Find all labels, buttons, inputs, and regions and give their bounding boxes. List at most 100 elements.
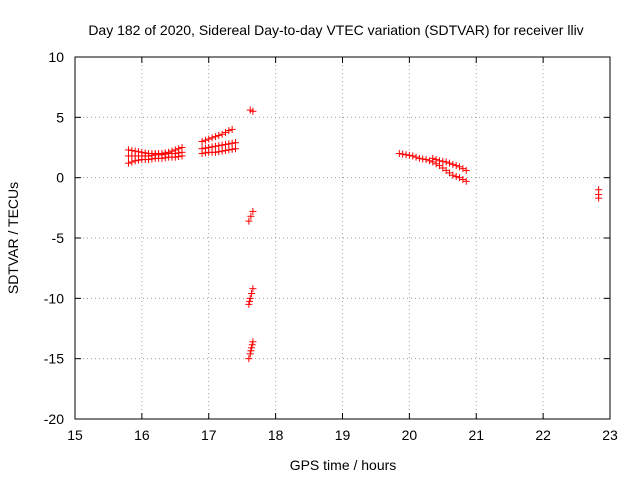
data-point (198, 137, 206, 145)
data-point (402, 151, 410, 159)
series-arc-17h-drop-c (245, 338, 257, 363)
data-point (161, 154, 169, 162)
data-point (449, 171, 457, 179)
data-point (225, 140, 233, 148)
data-point (439, 157, 447, 165)
data-point (247, 212, 255, 220)
y-tick-label: -20 (44, 411, 64, 427)
chart-title: Day 182 of 2020, Sidereal Day-to-day VTE… (88, 22, 583, 38)
data-point (135, 156, 143, 164)
y-tick-label: -5 (52, 230, 65, 246)
series-arc-17h-upper (198, 125, 236, 145)
data-point (248, 290, 256, 298)
data-point (442, 158, 450, 166)
data-point (232, 145, 239, 153)
data-point (211, 133, 219, 141)
data-point (245, 355, 253, 363)
data-point (131, 157, 139, 165)
data-point (446, 159, 453, 167)
y-tick-label: -15 (44, 351, 64, 367)
data-point (175, 153, 183, 161)
data-point (178, 152, 186, 160)
data-point (452, 162, 460, 170)
data-point (218, 141, 226, 149)
data-point (248, 344, 256, 352)
axes: 15 16 17 18 19 20 21 22 23 -20 -15 -10 -5 0 5 10 (44, 49, 618, 443)
data-point (221, 147, 229, 155)
data-point (225, 146, 233, 154)
y-tick-label: 5 (56, 109, 64, 125)
grid (75, 57, 610, 419)
data-point (215, 148, 223, 156)
data-point (399, 150, 407, 158)
data-point (449, 160, 457, 168)
data-point (232, 139, 239, 147)
data-point (456, 163, 464, 171)
data-point (228, 125, 236, 133)
data-point (405, 151, 413, 159)
data-point (249, 207, 257, 215)
data-point (415, 154, 423, 162)
data-point (412, 153, 420, 161)
series-arc-17h-lower (198, 145, 239, 158)
series-arc-16h-lower (125, 152, 186, 167)
data-point (249, 285, 257, 293)
data-point (205, 135, 213, 143)
data-point (409, 152, 417, 160)
series-arc-23h (595, 186, 603, 202)
data-point (218, 130, 226, 138)
data-point (435, 157, 443, 165)
data-point (459, 175, 467, 183)
series-arc-17h-drop-b (245, 285, 257, 308)
data-point (395, 150, 403, 158)
data-point (215, 142, 223, 150)
data-points (125, 106, 603, 363)
y-tick-label: 0 (56, 170, 64, 186)
data-point (145, 156, 153, 164)
data-point (171, 153, 179, 161)
x-tick-label: 18 (268, 427, 284, 443)
data-point (221, 128, 229, 136)
data-point (422, 156, 430, 164)
series-arc-17h-mid (198, 139, 239, 153)
data-point (245, 217, 253, 225)
x-tick-label: 22 (535, 427, 551, 443)
data-point (211, 142, 219, 150)
data-point (246, 350, 254, 358)
x-tick-label: 17 (201, 427, 217, 443)
x-tick-label: 20 (402, 427, 418, 443)
series-arc-20h-a (395, 150, 470, 185)
data-point (429, 154, 437, 162)
data-point (249, 338, 257, 346)
y-tick-label: 10 (48, 49, 64, 65)
data-point (249, 107, 257, 115)
data-point (198, 150, 206, 158)
y-axis-title: SDTVAR / TECUs (5, 182, 21, 294)
data-point (201, 149, 209, 157)
data-point (456, 174, 464, 182)
data-point (462, 166, 470, 174)
data-point (221, 140, 229, 148)
data-point (218, 147, 226, 155)
data-point (228, 139, 236, 147)
data-point (419, 155, 427, 163)
data-point (125, 159, 132, 167)
data-point (246, 297, 254, 305)
x-tick-label: 23 (602, 427, 618, 443)
x-axis-title: GPS time / hours (290, 457, 397, 473)
data-point (211, 148, 219, 156)
x-tick-label: 15 (67, 427, 83, 443)
data-point (432, 156, 440, 164)
series-arc-20h-b (429, 154, 470, 174)
data-point (228, 145, 236, 153)
data-point (247, 347, 255, 355)
data-point (225, 127, 233, 135)
data-point (158, 154, 166, 162)
data-point (208, 134, 216, 142)
data-point (245, 300, 253, 308)
data-point (595, 194, 603, 202)
data-point (148, 155, 156, 163)
data-point (215, 131, 223, 139)
series-arc-17h-drop-a (245, 207, 257, 225)
